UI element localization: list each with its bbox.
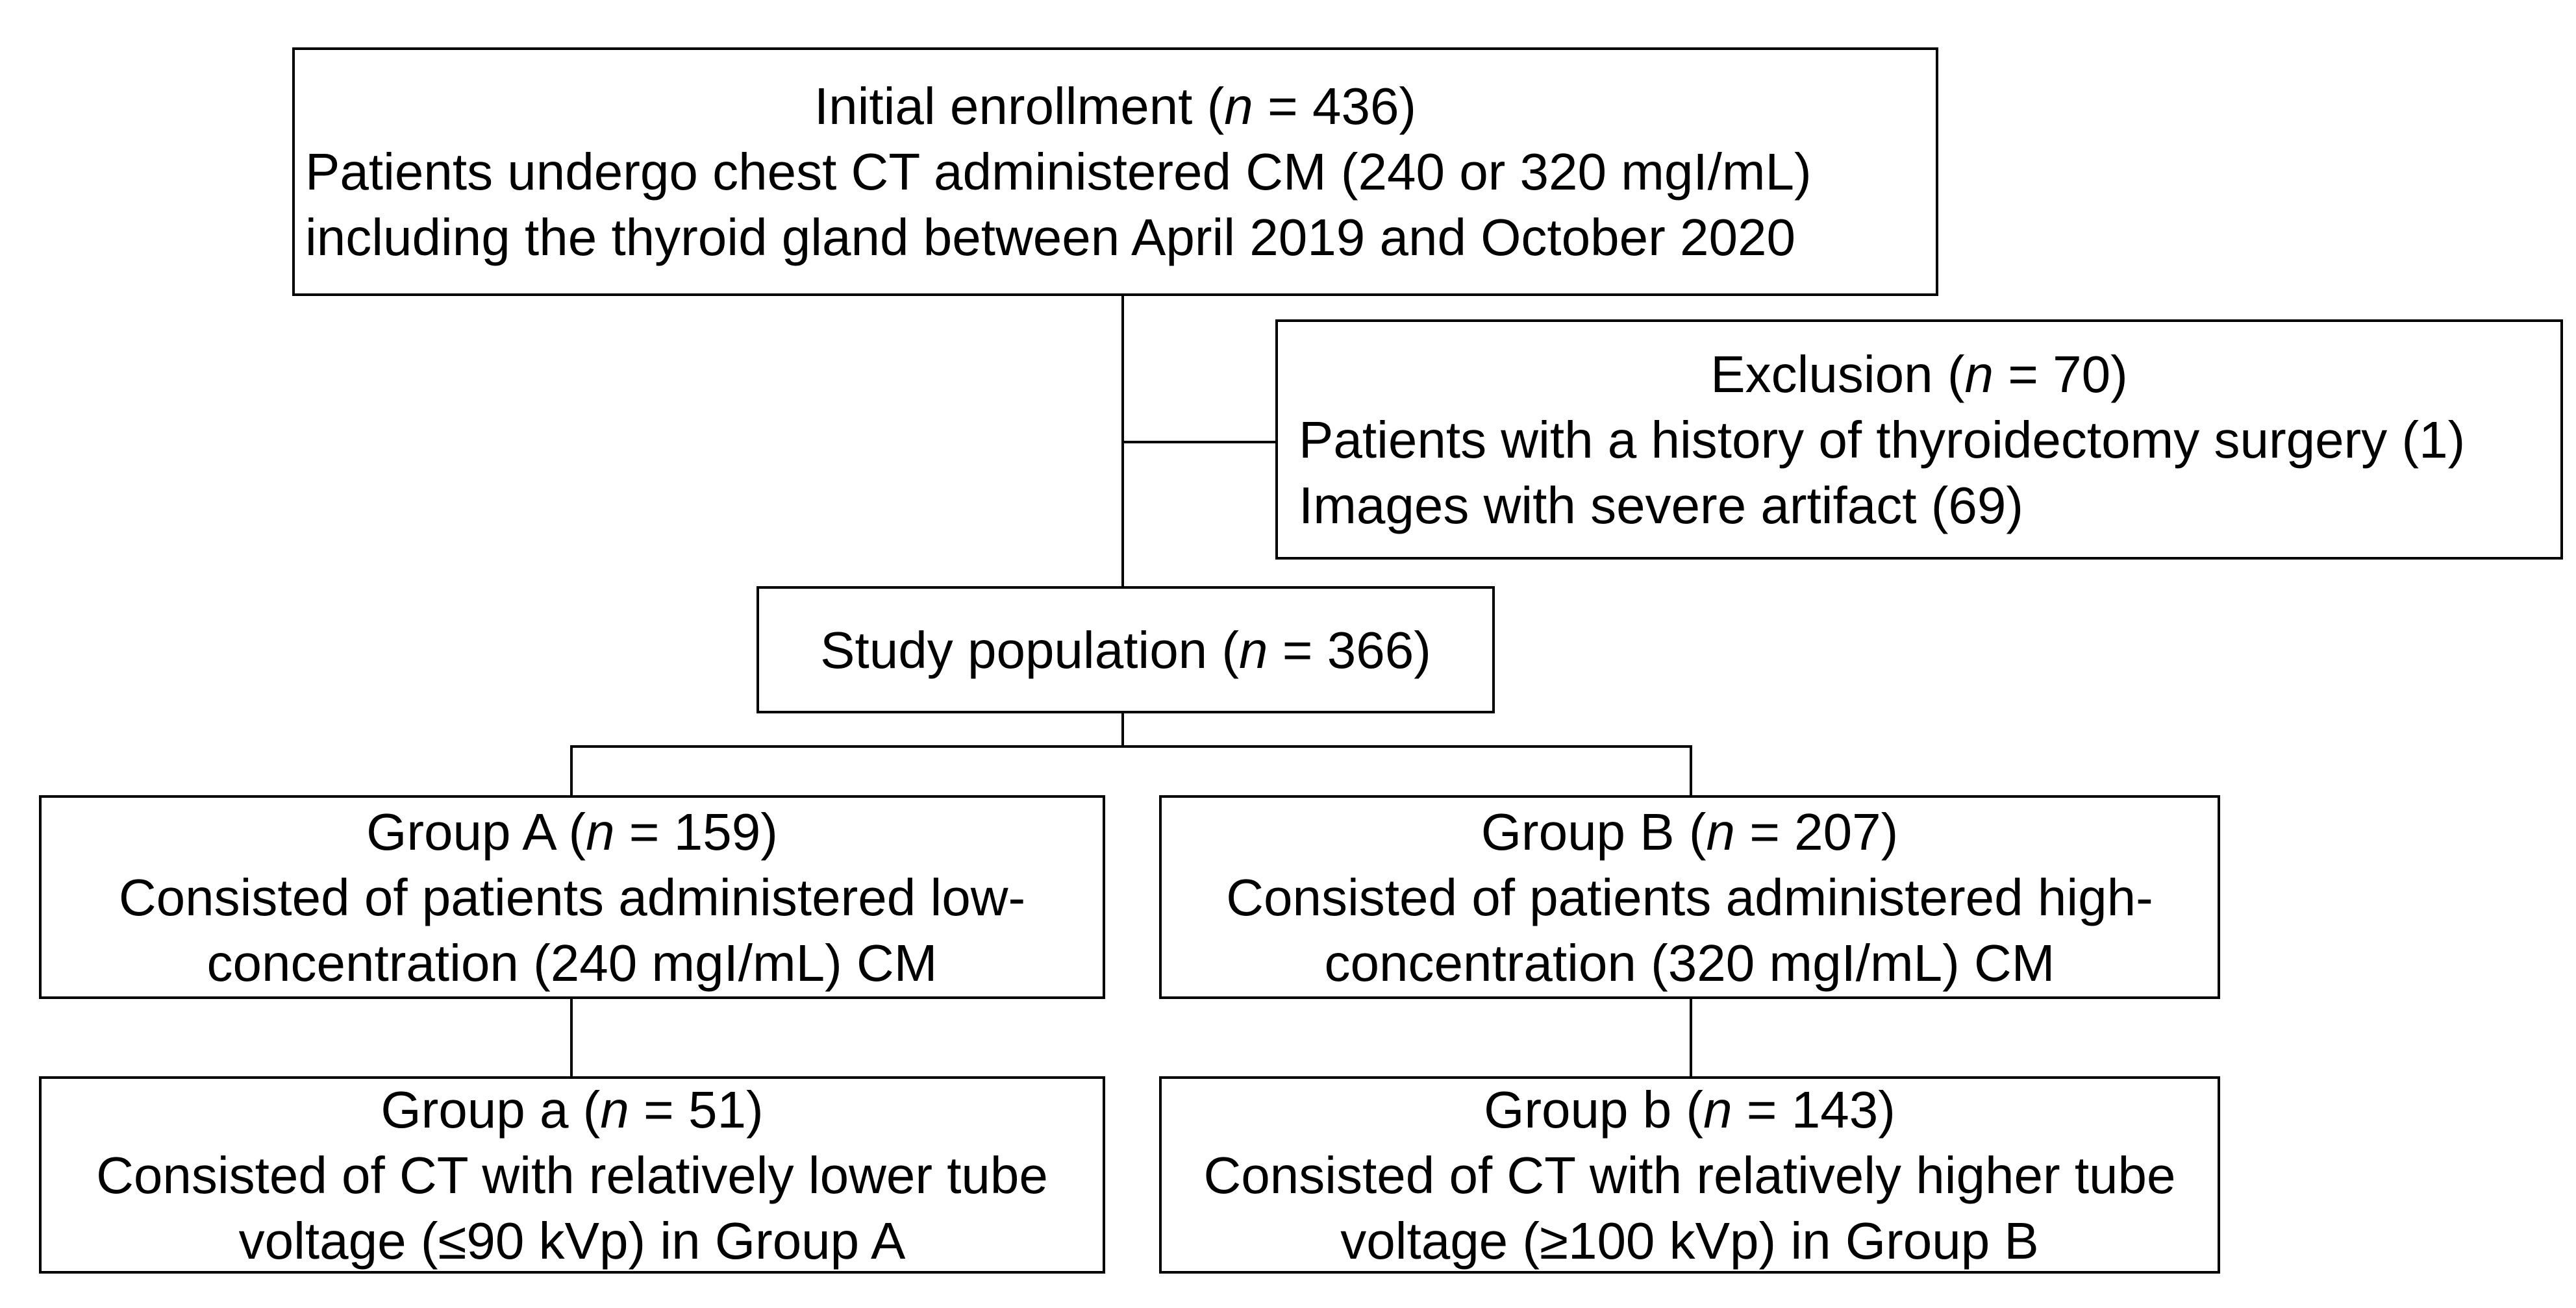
group-b-line: concentration (320 mgI/mL) CM bbox=[1324, 933, 2055, 992]
group-a-title: Group A (n = 159) bbox=[366, 802, 778, 861]
group-b-higher-voltage-title: Group b (n = 143) bbox=[1484, 1080, 1895, 1139]
group-b-higher-voltage-line: Consisted of CT with relatively higher t… bbox=[1203, 1146, 2176, 1204]
initial-enrollment-box: Initial enrollment (n = 436) Patients un… bbox=[292, 47, 1938, 296]
group-a-lower-voltage-box: Group a (n = 51) Consisted of CT with re… bbox=[39, 1076, 1105, 1274]
connector-study-down bbox=[1121, 712, 1124, 748]
exclusion-box: Exclusion (n = 70) Patients with a histo… bbox=[1275, 319, 2563, 560]
exclusion-line: Images with severe artifact (69) bbox=[1299, 476, 2023, 534]
group-a-box: Group A (n = 159) Consisted of patients … bbox=[39, 795, 1105, 999]
group-a-lower-voltage-line: Consisted of CT with relatively lower tu… bbox=[96, 1146, 1048, 1204]
connector-split-horizontal bbox=[570, 745, 1692, 748]
group-b-title: Group B (n = 207) bbox=[1481, 802, 1899, 861]
group-a-line: concentration (240 mgI/mL) CM bbox=[206, 933, 938, 992]
connector-group-b-to-sub bbox=[1690, 998, 1692, 1078]
connector-to-exclusion bbox=[1121, 441, 1275, 443]
group-b-box: Group B (n = 207) Consisted of patients … bbox=[1159, 795, 2220, 999]
connector-split-right-down bbox=[1690, 745, 1692, 796]
group-a-lower-voltage-line: voltage (≤90 kVp) in Group A bbox=[238, 1211, 906, 1270]
exclusion-title: Exclusion (n = 70) bbox=[1710, 345, 2128, 403]
group-b-line: Consisted of patients administered high- bbox=[1226, 868, 2153, 926]
group-b-higher-voltage-line: voltage (≥100 kVp) in Group B bbox=[1340, 1211, 2039, 1270]
study-population-box: Study population (n = 366) bbox=[757, 586, 1495, 713]
group-a-line: Consisted of patients administered low- bbox=[118, 868, 1026, 926]
study-population-title: Study population (n = 366) bbox=[820, 621, 1431, 679]
initial-enrollment-title: Initial enrollment (n = 436) bbox=[814, 77, 1417, 135]
group-b-higher-voltage-box: Group b (n = 143) Consisted of CT with r… bbox=[1159, 1076, 2220, 1274]
exclusion-line: Patients with a history of thyroidectomy… bbox=[1299, 410, 2466, 469]
connector-group-a-to-sub bbox=[570, 998, 573, 1078]
group-a-lower-voltage-title: Group a (n = 51) bbox=[381, 1080, 764, 1139]
initial-enrollment-line: including the thyroid gland between Apri… bbox=[305, 208, 1795, 266]
connector-split-left-down bbox=[570, 745, 573, 796]
initial-enrollment-line: Patients undergo chest CT administered C… bbox=[305, 143, 1812, 201]
